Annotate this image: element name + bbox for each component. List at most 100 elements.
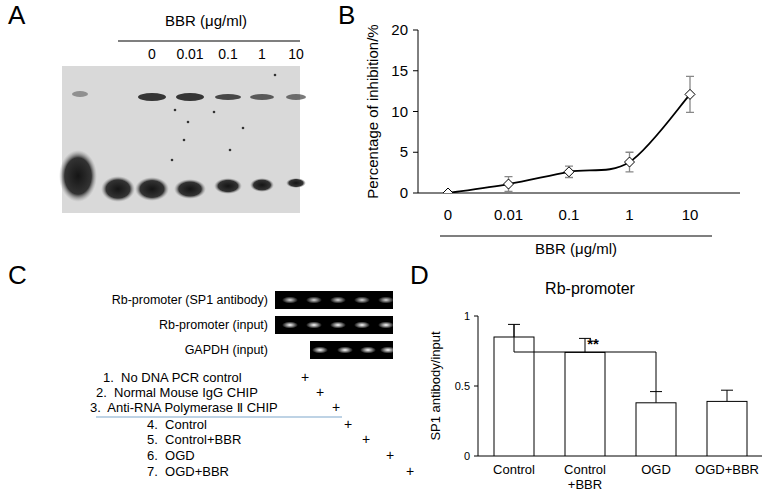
x-axis <box>418 193 740 194</box>
condition-label: 2. Normal Mouse IgG CHIP <box>96 385 258 400</box>
lane-label: 1 <box>258 46 266 62</box>
panel-label: D <box>410 260 429 290</box>
x-tick-label: OGD <box>641 462 671 477</box>
gel-speck <box>187 121 190 124</box>
label-line: +BBR <box>568 477 602 492</box>
annotation: ** <box>587 335 599 352</box>
gel-band <box>330 297 346 304</box>
x-tick-label: 0.1 <box>559 206 580 223</box>
plot <box>443 76 695 193</box>
y-tick-label: 0.5 <box>455 380 470 392</box>
marker <box>443 188 453 193</box>
y-tick <box>413 30 418 31</box>
gel-band <box>59 150 97 202</box>
condition-mark: + <box>301 369 309 385</box>
y-tick <box>474 386 478 387</box>
marker <box>625 157 635 167</box>
gel-band <box>101 176 135 202</box>
gel-speck <box>183 139 186 142</box>
condition-label: 1. No DNA PCR control <box>103 370 242 385</box>
gel-band <box>138 93 166 101</box>
marker <box>685 89 695 99</box>
bar <box>707 401 747 456</box>
x-tick-label: 0 <box>444 206 452 223</box>
lane-label: 10 <box>288 46 304 62</box>
condition-mark: + <box>406 463 414 479</box>
gel-band <box>306 322 322 329</box>
x-axis-title: BBR (μg/ml) <box>535 240 617 257</box>
condition-mark: + <box>386 447 394 463</box>
label-line: OGD+BBR <box>695 462 759 477</box>
gel-strip <box>275 291 393 309</box>
gel-band <box>354 322 370 329</box>
gel-row-label: GAPDH (input) <box>185 343 268 357</box>
gel-speck <box>213 111 216 114</box>
gel-speck <box>174 109 177 112</box>
condition-mark: + <box>344 416 352 432</box>
lane-label: 0.01 <box>176 46 203 62</box>
panel-label: A <box>8 0 26 30</box>
gel-band <box>215 94 241 100</box>
header-rule <box>118 40 300 41</box>
gel-band <box>250 178 274 192</box>
x-label-rule <box>440 235 712 236</box>
condition-label: 6. OGD <box>147 448 195 463</box>
y-axis-title: Percentage of inhibition/% <box>364 24 381 198</box>
gel-band <box>378 297 394 304</box>
gel-band <box>306 297 322 304</box>
y-tick-label: 0 <box>464 450 470 462</box>
y-tick <box>413 193 418 194</box>
gel-band <box>282 297 298 304</box>
gel-speck <box>171 159 174 162</box>
y-tick-label: 15 <box>391 62 408 79</box>
y-tick-label: 5 <box>400 143 408 160</box>
gel-band <box>174 179 206 199</box>
condition-label: 4. Control <box>147 417 207 432</box>
y-tick-label: 10 <box>391 103 408 120</box>
gel-band <box>378 322 394 329</box>
marker <box>504 179 514 189</box>
panel-label: C <box>8 260 27 290</box>
gel-band <box>214 178 242 194</box>
bar <box>636 403 676 456</box>
error-bar <box>565 166 573 177</box>
condition-mark: + <box>332 399 340 415</box>
y-tick-label: 1 <box>464 310 470 322</box>
x-tick-label: 10 <box>682 206 699 223</box>
gel-band <box>282 322 298 329</box>
significance-bracket <box>514 324 656 391</box>
background <box>0 0 774 494</box>
label-line: Control <box>564 462 606 477</box>
bar <box>494 337 534 456</box>
gel-speck <box>242 127 245 130</box>
plot <box>494 324 747 456</box>
error-bar <box>721 390 733 401</box>
gel-row-label: Rb-promoter (input) <box>159 318 268 332</box>
condition-mark: + <box>316 384 324 400</box>
y-tick <box>413 111 418 112</box>
condition-label: 3. Anti-RNA Polymerase Ⅱ CHIP <box>90 400 278 415</box>
error-bar <box>650 392 662 403</box>
x-tick-label: OGD+BBR <box>695 462 759 477</box>
gel-band <box>312 347 328 354</box>
gel-band <box>360 347 376 354</box>
x-tick-label: 0.01 <box>494 206 523 223</box>
error-bar <box>505 177 513 192</box>
bar <box>565 352 605 456</box>
gel-band <box>337 347 353 354</box>
gel-band <box>354 297 370 304</box>
line <box>448 94 690 193</box>
gel-header: BBR (μg/ml) <box>165 12 247 29</box>
condition-label: 7. OGD+BBR <box>147 464 229 479</box>
gel-strip <box>275 316 393 334</box>
x-tick-label: Control+BBR <box>564 462 606 492</box>
y-tick <box>413 70 418 71</box>
figure: ABCDBBR (μg/ml)00.010.11100510152000.010… <box>0 0 774 494</box>
gel-row-label: Rb-promoter (SP1 antibody) <box>112 293 268 307</box>
gel-band <box>176 93 204 101</box>
gel-band <box>286 94 306 100</box>
x-tick-label: Control <box>493 462 535 477</box>
condition-mark: + <box>362 431 370 447</box>
y-tick-label: 0 <box>400 184 408 201</box>
gel-band <box>250 94 274 100</box>
